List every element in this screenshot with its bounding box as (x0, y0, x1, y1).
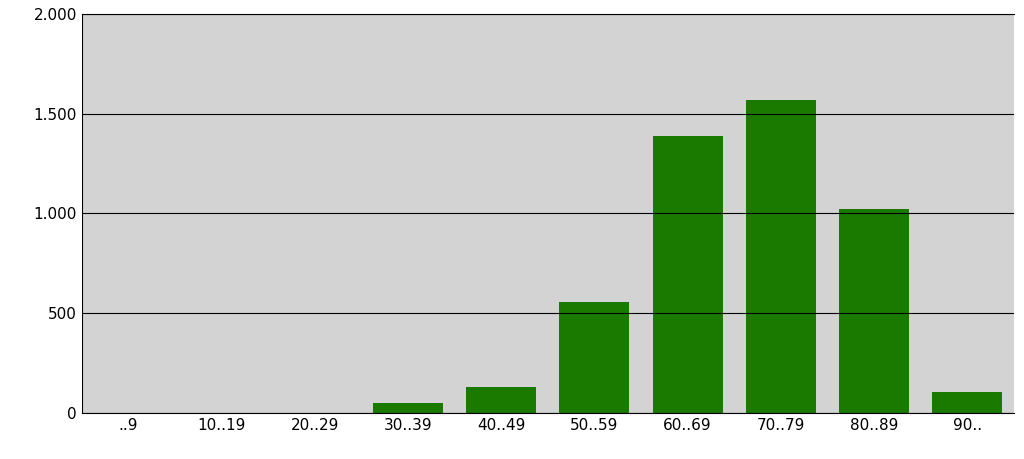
Bar (745, 100, 816, 413)
Bar (559, 302, 630, 413)
Bar (839, 209, 909, 413)
Bar (466, 387, 537, 413)
Bar (652, 135, 723, 413)
Bar (373, 403, 443, 413)
Bar (932, 392, 1002, 413)
